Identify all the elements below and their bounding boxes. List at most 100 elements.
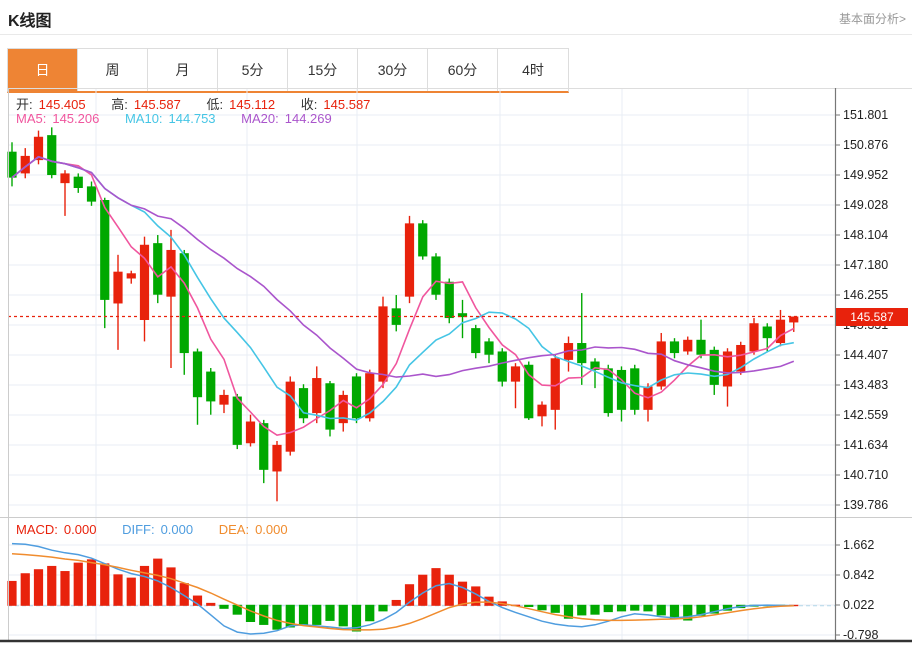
macd-label: MACD:: [16, 522, 58, 537]
macd-bar: [272, 604, 282, 630]
open-label: 开:: [16, 97, 33, 112]
price-axis-label: 142.559: [843, 408, 888, 422]
macd-bar: [139, 565, 150, 606]
macd-bar: [683, 604, 693, 621]
tab-月[interactable]: 月: [148, 49, 218, 91]
current-price-tag: 145.587: [836, 308, 908, 326]
candle-body: [789, 316, 799, 323]
price-axis-label: 148.104: [843, 228, 888, 242]
diff-label: DIFF:: [122, 522, 155, 537]
macd-bar: [537, 604, 547, 611]
candle-body: [351, 376, 362, 419]
candle-body: [736, 344, 746, 372]
candle-body: [285, 381, 295, 452]
macd-bar: [563, 604, 574, 619]
macd-bar: [630, 604, 640, 611]
macd-bar: [33, 569, 44, 606]
macd-bar: [219, 604, 229, 609]
tab-周[interactable]: 周: [78, 49, 148, 91]
candle-body: [245, 421, 256, 444]
macd-axis-label: 1.662: [843, 538, 874, 552]
candle-body: [709, 349, 719, 385]
page-title: K线图: [8, 13, 52, 30]
kline-chart-canvas[interactable]: 151.801 150.876 149.952 149.028 148.104 147.1…: [0, 88, 912, 649]
candle-body: [391, 308, 401, 325]
candle-body: [338, 394, 348, 424]
price-axis-label: 149.952: [843, 168, 888, 182]
ohlc-readout: 开: 145.405 高: 145.587 低: 145.112 收: 145.587: [16, 94, 376, 113]
candle-body: [749, 323, 759, 352]
candle-body: [696, 339, 706, 355]
dea-value: 0.000: [255, 522, 288, 537]
macd-bar: [259, 604, 269, 625]
candle-body: [550, 358, 560, 410]
fundamental-analysis-link[interactable]: 基本面分析>: [838, 12, 906, 26]
candle-body: [206, 371, 216, 402]
candle-body: [20, 155, 30, 174]
candle-body: [166, 249, 176, 297]
price-axis-label: 147.180: [843, 258, 888, 272]
macd-bar: [603, 604, 613, 613]
macd-bar: [656, 604, 666, 616]
tab-4时[interactable]: 4时: [498, 49, 568, 91]
candle-body: [630, 368, 640, 410]
candle-body: [153, 243, 163, 295]
candle-body: [365, 373, 375, 419]
tab-30分[interactable]: 30分: [358, 49, 428, 91]
macd-bar: [524, 604, 534, 607]
tab-60分[interactable]: 60分: [428, 49, 498, 91]
candle-body: [312, 378, 322, 414]
candle-body: [47, 135, 57, 176]
low-label: 低:: [206, 97, 224, 112]
candle-body: [683, 339, 693, 352]
macd-bar: [418, 574, 428, 606]
macd-bar: [298, 604, 309, 625]
candle-body: [524, 364, 534, 419]
candle-body: [73, 176, 83, 189]
candle-body: [656, 341, 666, 387]
tab-日[interactable]: 日: [8, 49, 78, 91]
macd-bar: [550, 604, 560, 613]
tab-15分[interactable]: 15分: [288, 49, 358, 91]
macd-bar: [153, 558, 163, 606]
macd-bar: [20, 573, 30, 606]
macd-axis-label: -0.798: [843, 628, 878, 642]
macd-bar: [166, 567, 176, 606]
candle-body: [457, 313, 468, 318]
macd-bar: [86, 559, 97, 606]
candle-body: [484, 341, 494, 355]
macd-bar: [669, 604, 680, 619]
candle-body: [219, 394, 229, 405]
price-axis-label: 149.028: [843, 198, 888, 212]
candle-body: [577, 343, 587, 364]
macd-bar: [232, 604, 242, 615]
macd-value: 0.000: [63, 522, 97, 537]
candle-body: [7, 151, 17, 178]
macd-bar: [404, 584, 415, 606]
ma5-line: [11, 155, 795, 437]
macd-bar: [391, 599, 401, 606]
ma20-value: 144.269: [284, 111, 332, 126]
candle-body: [232, 396, 242, 445]
ma-readout: MA5: 145.206 MA10: 144.753 MA20: 144.269: [16, 111, 338, 126]
macd-bar: [100, 563, 110, 606]
macd-bar: [577, 604, 587, 616]
price-axis-label: 143.483: [843, 378, 888, 392]
candle-body: [722, 351, 733, 387]
tab-5分[interactable]: 5分: [218, 49, 288, 91]
close-value: 145.587: [323, 97, 371, 112]
price-axis-label: 151.801: [843, 108, 888, 122]
chart-area[interactable]: 151.801 150.876 149.952 149.028 148.104 147.1…: [0, 88, 912, 649]
header: K线图 基本面分析>: [0, 0, 912, 35]
candle-body: [537, 404, 547, 417]
dea-label: DEA:: [218, 522, 250, 537]
candle-body: [33, 136, 44, 161]
macd-bar: [696, 604, 706, 616]
low-value: 145.112: [229, 97, 276, 112]
macd-bar: [325, 604, 335, 621]
candle-body: [113, 271, 123, 304]
candle-body: [259, 423, 269, 470]
ma5-label: MA5:: [16, 111, 47, 126]
candle-body: [431, 256, 441, 295]
